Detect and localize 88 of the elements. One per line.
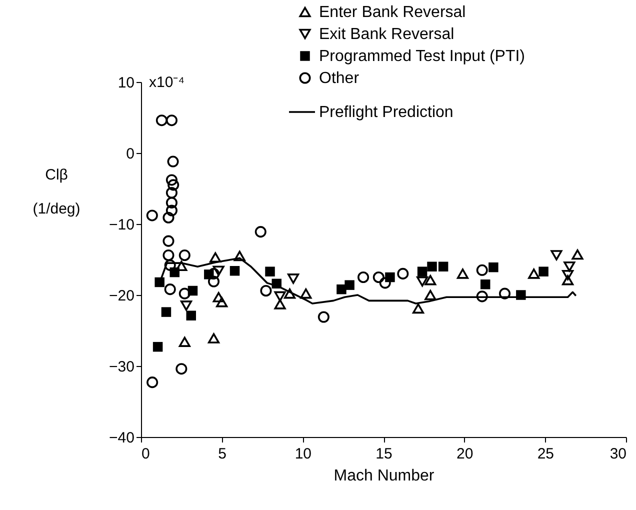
point <box>167 156 179 168</box>
point <box>488 262 498 272</box>
point <box>397 268 409 280</box>
point <box>476 290 488 302</box>
point <box>178 288 190 300</box>
point <box>176 363 188 375</box>
legend-label: Other <box>319 70 360 87</box>
y-tick-label: 0 <box>126 146 134 162</box>
point <box>572 249 584 260</box>
point <box>550 250 562 260</box>
legend-label: Enter Bank Reversal <box>319 4 466 21</box>
x-tick-label: 0 <box>142 446 150 462</box>
point <box>288 274 300 284</box>
point <box>180 300 192 311</box>
point <box>166 114 178 126</box>
x-tick-label: 25 <box>537 446 554 462</box>
legend-label: Exit Bank Reversal <box>319 26 454 43</box>
point <box>372 271 384 284</box>
point <box>427 262 437 272</box>
point <box>412 303 424 314</box>
point <box>438 262 448 272</box>
point <box>166 204 178 216</box>
point <box>417 266 428 276</box>
point <box>208 333 220 344</box>
point <box>178 249 190 262</box>
y-tick-label: −30 <box>109 358 134 376</box>
point <box>212 266 224 276</box>
point <box>260 284 272 297</box>
point <box>274 299 286 310</box>
point <box>562 274 574 286</box>
point <box>164 284 176 296</box>
point <box>146 376 158 388</box>
point <box>234 250 246 262</box>
point <box>274 291 286 302</box>
point <box>498 288 511 300</box>
legend-label: Preflight Prediction <box>319 104 454 121</box>
point <box>528 268 540 279</box>
point <box>168 179 180 191</box>
point <box>318 311 330 323</box>
point <box>161 307 172 317</box>
point <box>562 270 574 280</box>
point <box>476 264 488 276</box>
y-tick-label: −20 <box>109 288 134 304</box>
point <box>538 266 548 276</box>
x-tick-label: 20 <box>456 446 474 462</box>
point <box>162 249 174 262</box>
point <box>212 292 224 302</box>
y-axis-title: Clβ (1/deg) <box>32 166 80 218</box>
point <box>564 261 576 272</box>
point <box>210 252 222 262</box>
point <box>300 288 312 299</box>
x-axis-title: Mach Number <box>334 468 435 484</box>
point <box>208 276 220 288</box>
point <box>186 310 196 320</box>
point <box>230 266 240 276</box>
point <box>216 296 228 308</box>
point <box>456 268 468 279</box>
point <box>166 196 178 208</box>
point <box>424 274 436 286</box>
point <box>176 260 188 272</box>
point <box>146 210 158 222</box>
point <box>358 271 370 284</box>
x-tick-label: 5 <box>218 446 227 462</box>
point <box>344 280 354 290</box>
point <box>379 277 391 289</box>
x-tick-label: 10 <box>294 446 312 462</box>
point <box>164 259 176 271</box>
point <box>480 279 490 290</box>
point <box>424 290 436 300</box>
y-tick-label: −40 <box>109 430 134 446</box>
point <box>154 277 164 288</box>
point <box>416 276 428 287</box>
point <box>152 342 163 352</box>
point <box>254 226 266 238</box>
point <box>166 186 178 199</box>
point <box>178 336 190 347</box>
x-tick-label: 15 <box>376 446 392 462</box>
point <box>284 288 296 299</box>
point <box>265 266 275 276</box>
legend-label: Programmed Test Input (PTI) <box>319 48 525 65</box>
point <box>166 174 178 186</box>
y-tick-label: 10 <box>118 74 134 92</box>
y-tick-label: −10 <box>109 216 134 234</box>
point <box>162 235 174 247</box>
point <box>162 212 174 224</box>
x-tick-label: 30 <box>610 446 626 462</box>
point <box>156 114 168 126</box>
annotation: x10⁻⁴ <box>149 74 185 91</box>
